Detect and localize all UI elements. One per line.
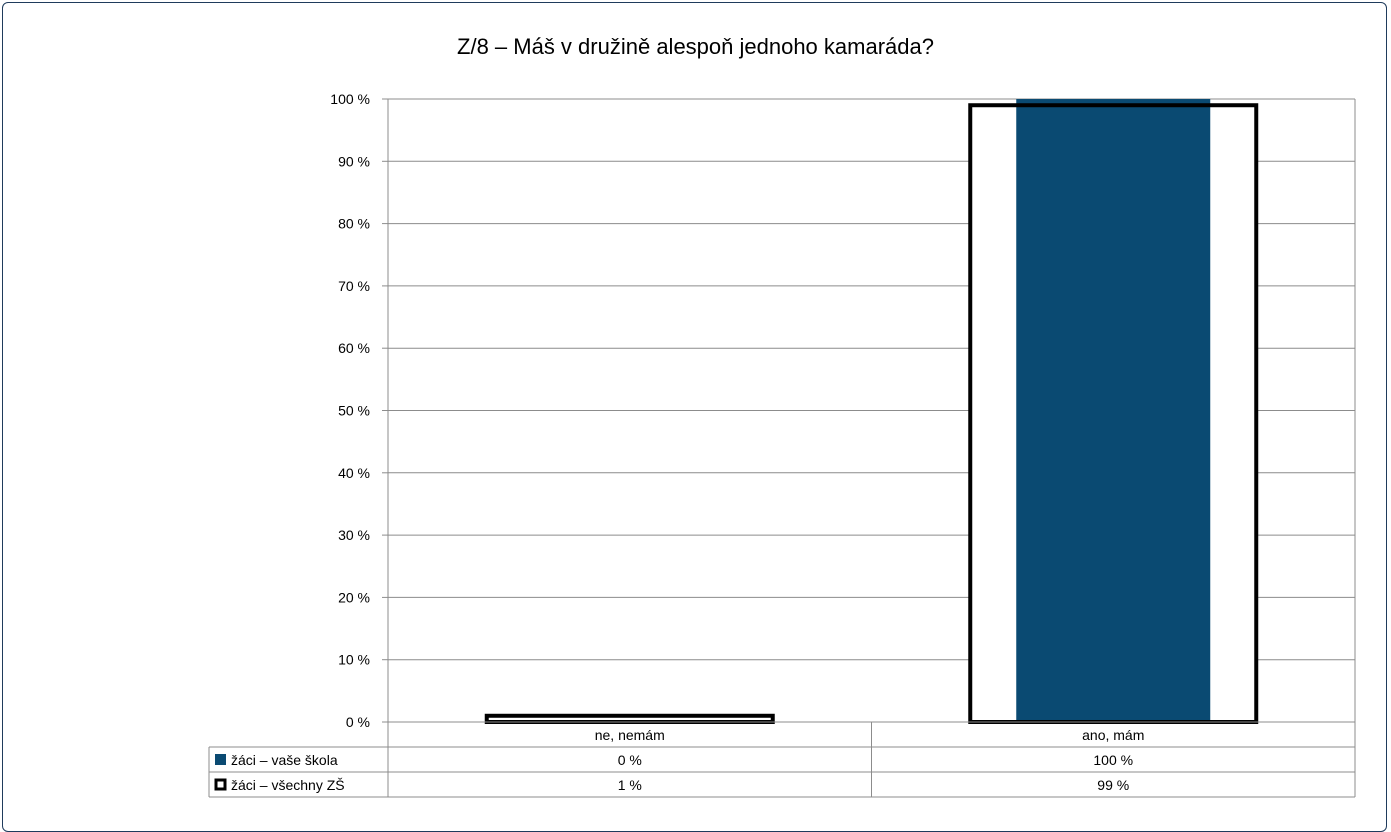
y-tick-label: 40 % [338, 465, 370, 481]
bar-all-schools-fill [486, 715, 773, 722]
legend-key-all-schools [214, 778, 227, 791]
bar-your-school [1016, 99, 1211, 722]
legend-label: žáci – vaše škola [231, 752, 338, 768]
data-label: 100 % [1093, 752, 1133, 768]
y-tick-label: 100 % [330, 91, 370, 107]
y-tick-label: 0 % [346, 714, 370, 730]
y-tick-label: 20 % [338, 589, 370, 605]
y-tick-label: 50 % [338, 403, 370, 419]
x-category-label: ano, mám [1082, 727, 1144, 743]
y-tick-label: 70 % [338, 278, 370, 294]
legend-label: žáci – všechny ZŠ [231, 777, 345, 793]
data-label: 0 % [618, 752, 642, 768]
y-tick-label: 30 % [338, 527, 370, 543]
chart-title: Z/8 – Máš v družině alespoň jednoho kama… [457, 34, 934, 59]
y-tick-label: 90 % [338, 153, 370, 169]
legend-key-your-school [215, 754, 226, 765]
data-label: 1 % [618, 777, 642, 793]
y-tick-label: 60 % [338, 340, 370, 356]
x-category-label: ne, nemám [595, 727, 665, 743]
data-label: 99 % [1097, 777, 1129, 793]
y-tick-label: 10 % [338, 652, 370, 668]
y-tick-label: 80 % [338, 216, 370, 232]
